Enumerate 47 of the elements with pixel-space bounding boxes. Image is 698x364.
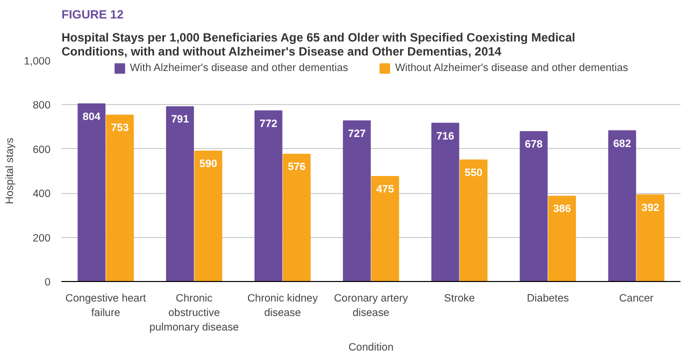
bar <box>431 122 460 282</box>
x-tick-label: Stroke <box>444 292 475 304</box>
y-tick-label: 0 <box>44 276 51 288</box>
data-label: 804 <box>82 110 101 123</box>
data-label: 678 <box>524 138 543 151</box>
y-axis-title: Hospital stays <box>4 138 16 204</box>
data-label: 791 <box>171 114 189 126</box>
data-label: 386 <box>553 203 571 216</box>
bar <box>608 130 636 282</box>
y-tick-label: 200 <box>32 232 51 244</box>
x-tick-label: Diabetes <box>526 292 569 304</box>
data-label: 727 <box>348 128 366 140</box>
data-label: 682 <box>613 138 632 150</box>
caption: FIGURE 12 <box>62 8 124 22</box>
data-label: 753 <box>110 122 129 134</box>
bar <box>106 114 134 282</box>
data-label: 576 <box>288 161 306 174</box>
x-tick-label: Congestive heart failure <box>65 292 146 319</box>
legend-label: Without Alzheimer's disease and other dementias <box>395 62 628 74</box>
data-label: 392 <box>642 202 660 214</box>
data-label: 772 <box>260 118 278 130</box>
y-tick-label: 1,000 <box>24 56 51 68</box>
legend-label: With Alzheimer's disease and other dementias <box>130 62 348 74</box>
data-label: 475 <box>376 184 394 196</box>
y-tick-label: 600 <box>32 144 51 156</box>
chart-title: Hospital Stays per 1,000 Beneficiaries Age 65 and Older with Specified Coexisting Medical Conditions, with and without Alzheimer's Disease and Other Dementias, 2014 <box>62 30 576 58</box>
y-tick-label: 800 <box>32 100 51 112</box>
bar <box>282 154 311 282</box>
x-tick-label: Chronic obstructive pulmonary disease <box>149 292 239 334</box>
x-tick-label: Coronary artery disease <box>334 292 409 319</box>
data-label: 550 <box>464 166 483 179</box>
bar <box>254 110 282 282</box>
data-label: 590 <box>199 158 218 170</box>
data-label: 716 <box>436 130 454 142</box>
bar <box>636 194 664 282</box>
bar <box>78 103 106 282</box>
bar <box>371 176 400 282</box>
bar <box>520 131 548 282</box>
bar <box>460 159 488 282</box>
y-tick-label: 400 <box>32 188 51 200</box>
x-tick-label: Cancer <box>619 292 654 304</box>
x-tick-label: Chronic kidney disease <box>247 292 318 319</box>
bar <box>194 150 222 282</box>
bar <box>548 196 576 282</box>
bar <box>166 106 194 282</box>
x-axis-title: Condition <box>348 341 394 354</box>
bar <box>342 120 371 282</box>
